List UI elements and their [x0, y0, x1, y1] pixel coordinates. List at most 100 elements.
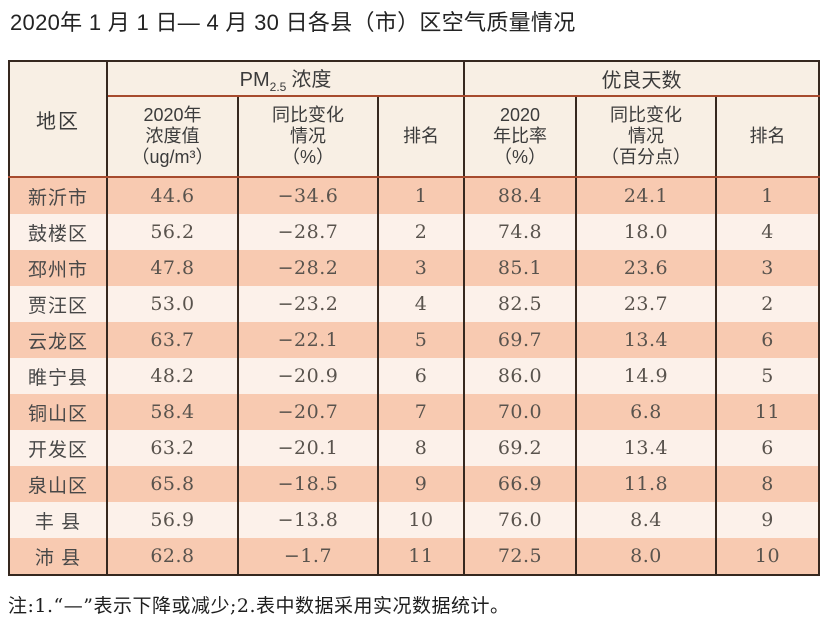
region-cell: 新沂市: [8, 177, 108, 214]
rate-change-cell: 13.4: [575, 430, 717, 466]
table-body: 新沂市 44.6 −34.6 1 88.4 24.1 1 鼓楼区 56.2 −28.7 2 74.8 1…: [8, 177, 820, 575]
rate-value-cell: 86.0: [463, 358, 577, 394]
rate-value-cell: 66.9: [463, 466, 577, 502]
rate-rank-cell: 11: [715, 394, 820, 430]
region-cell: 云龙区: [8, 322, 108, 358]
table-subheader-row: 2020年 浓度值 （ug/m³） 同比变化 情况 （%） 排名 2020 年比…: [9, 96, 820, 178]
pm-change-cell: −20.7: [237, 394, 379, 430]
table-row: 新沂市 44.6 −34.6 1 88.4 24.1 1: [8, 177, 820, 214]
rate-rank-cell: 6: [715, 322, 820, 358]
table-row: 睢宁县 48.2 −20.9 6 86.0 14.9 5: [8, 358, 820, 394]
pm-value-cell: 58.4: [106, 394, 239, 430]
pm-value-cell: 47.8: [106, 250, 239, 286]
footnote: 注:1.“—”表示下降或减少;2.表中数据采用实况数据统计。: [8, 595, 510, 617]
pm-group-label: 浓度: [291, 69, 332, 91]
table-row: 沛 县 62.8 −1.7 11 72.5 8.0 10: [8, 538, 820, 575]
region-cell: 铜山区: [8, 394, 108, 430]
pm-change-cell: −28.2: [237, 250, 379, 286]
rate-rank-cell: 2: [715, 286, 820, 322]
pm-rank-cell: 6: [377, 358, 465, 394]
pm-subscript: 2.5: [269, 80, 287, 94]
pm-value-cell: 48.2: [106, 358, 239, 394]
rate-change-cell: 8.4: [575, 502, 717, 538]
pm-rank-cell: 1: [377, 177, 465, 214]
pm-value-cell: 63.7: [106, 322, 239, 358]
pm-rank-cell: 7: [377, 394, 465, 430]
pm-value-cell: 56.2: [106, 214, 239, 250]
pm-change-header: 同比变化 情况 （%）: [237, 96, 379, 178]
pm-rank-cell: 11: [377, 538, 465, 575]
rate-rank-cell: 4: [715, 214, 820, 250]
pm-rank-cell: 8: [377, 430, 465, 466]
rate-rank-cell: 1: [715, 177, 820, 214]
rate-rank-cell: 6: [715, 430, 820, 466]
pm-value-cell: 56.9: [106, 502, 239, 538]
air-quality-table: 地区 PM2.5 浓度 优良天数 2020年 浓度值 （ug/m³） 同比变化 情…: [8, 60, 820, 576]
pm-value-cell: 53.0: [106, 286, 239, 322]
pm-change-cell: −13.8: [237, 502, 379, 538]
table-row: 云龙区 63.7 −22.1 5 69.7 13.4 6: [8, 322, 820, 358]
rate-value-cell: 69.7: [463, 322, 577, 358]
pm-rank-cell: 5: [377, 322, 465, 358]
table-row: 鼓楼区 56.2 −28.7 2 74.8 18.0 4: [8, 214, 820, 250]
pm-change-cell: −18.5: [237, 466, 379, 502]
table-row: 邳州市 47.8 −28.2 3 85.1 23.6 3: [8, 250, 820, 286]
pm-change-cell: −34.6: [237, 177, 379, 214]
pm-rank-cell: 9: [377, 466, 465, 502]
pm-rank-cell: 10: [377, 502, 465, 538]
rate-value-cell: 72.5: [463, 538, 577, 575]
pm-change-cell: −28.7: [237, 214, 379, 250]
pm-value-header: 2020年 浓度值 （ug/m³）: [106, 96, 239, 178]
gooddays-group-header: 优良天数: [463, 60, 820, 97]
pm-group-header: PM2.5 浓度: [106, 60, 465, 97]
table-row: 贾汪区 53.0 −23.2 4 82.5 23.7 2: [8, 286, 820, 322]
pm-label: PM: [239, 69, 270, 91]
pm-change-cell: −20.1: [237, 430, 379, 466]
rate-change-cell: 24.1: [575, 177, 717, 214]
region-column-header: 地区: [8, 60, 108, 178]
table-row: 丰 县 56.9 −13.8 10 76.0 8.4 9: [8, 502, 820, 538]
rate-change-cell: 14.9: [575, 358, 717, 394]
pm-change-cell: −22.1: [237, 322, 379, 358]
rate-rank-cell: 3: [715, 250, 820, 286]
rate-change-cell: 18.0: [575, 214, 717, 250]
rate-value-cell: 76.0: [463, 502, 577, 538]
table-row: 铜山区 58.4 −20.7 7 70.0 6.8 11: [8, 394, 820, 430]
rate-value-cell: 69.2: [463, 430, 577, 466]
table-group-header-row: 地区 PM2.5 浓度 优良天数: [8, 60, 820, 178]
pm-value-cell: 63.2: [106, 430, 239, 466]
rate-value-header: 2020 年比率 （%）: [463, 96, 577, 178]
rate-value-cell: 85.1: [463, 250, 577, 286]
rate-rank-cell: 5: [715, 358, 820, 394]
rate-rank-cell: 8: [715, 466, 820, 502]
table-row: 开发区 63.2 −20.1 8 69.2 13.4 6: [8, 430, 820, 466]
rate-value-cell: 74.8: [463, 214, 577, 250]
pm-change-cell: −1.7: [237, 538, 379, 575]
rate-rank-cell: 9: [715, 502, 820, 538]
rate-rank-header: 排名: [715, 96, 820, 178]
page-title: 2020年 1 月 1 日— 4 月 30 日各县（市）区空气质量情况: [10, 10, 576, 35]
region-cell: 贾汪区: [8, 286, 108, 322]
pm-rank-cell: 4: [377, 286, 465, 322]
region-cell: 丰 县: [8, 502, 108, 538]
pm-value-cell: 44.6: [106, 177, 239, 214]
rate-value-cell: 88.4: [463, 177, 577, 214]
pm-rank-cell: 3: [377, 250, 465, 286]
region-cell: 泉山区: [8, 466, 108, 502]
region-cell: 邳州市: [8, 250, 108, 286]
pm-value-cell: 65.8: [106, 466, 239, 502]
region-cell: 开发区: [8, 430, 108, 466]
pm-rank-cell: 2: [377, 214, 465, 250]
rate-change-cell: 23.6: [575, 250, 717, 286]
rate-value-cell: 82.5: [463, 286, 577, 322]
pm-change-cell: −23.2: [237, 286, 379, 322]
rate-rank-cell: 10: [715, 538, 820, 575]
region-cell: 睢宁县: [8, 358, 108, 394]
rate-change-cell: 6.8: [575, 394, 717, 430]
pm-change-cell: −20.9: [237, 358, 379, 394]
rate-change-cell: 13.4: [575, 322, 717, 358]
rate-change-cell: 23.7: [575, 286, 717, 322]
pm-rank-header: 排名: [377, 96, 465, 178]
rate-change-cell: 11.8: [575, 466, 717, 502]
rate-value-cell: 70.0: [463, 394, 577, 430]
